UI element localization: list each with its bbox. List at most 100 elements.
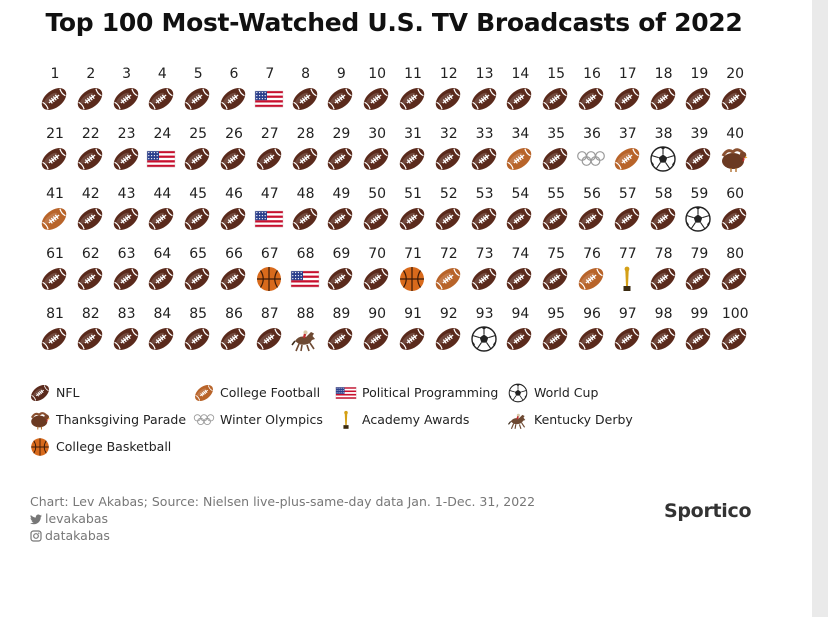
instagram-handle-row[interactable]: datakabas [30, 528, 535, 545]
rank-number: 55 [547, 186, 566, 202]
rank-cell: 74 [502, 246, 538, 302]
rank-number: 25 [189, 126, 208, 142]
rank-cell: 25 [180, 126, 216, 182]
college-football-icon [39, 204, 69, 234]
footer: Chart: Lev Akabas; Source: Nielsen live-… [30, 494, 535, 545]
rank-cell: 35 [538, 126, 574, 182]
nfl-football-icon [397, 324, 427, 354]
rank-cell: 61 [37, 246, 73, 302]
rank-number: 68 [296, 246, 315, 262]
us-flag-icon [254, 204, 284, 234]
nfl-football-icon [397, 204, 427, 234]
nfl-football-icon [111, 324, 141, 354]
rank-cell: 59 [681, 186, 717, 242]
rank-cell: 41 [37, 186, 73, 242]
nfl-football-icon [361, 204, 391, 234]
rank-number: 8 [301, 66, 311, 82]
nfl-football-icon [182, 204, 212, 234]
nfl-football-icon [469, 144, 499, 174]
rank-cell: 40 [717, 126, 753, 182]
nfl-football-icon [683, 144, 713, 174]
rank-number: 91 [404, 306, 422, 322]
legend-item-cfb: College Football [192, 382, 352, 404]
rank-cell: 87 [252, 306, 288, 362]
nfl-football-icon [612, 324, 642, 354]
rank-number: 90 [368, 306, 387, 322]
rank-cell: 77 [610, 246, 646, 302]
nfl-football-icon [469, 84, 499, 114]
rank-number: 56 [583, 186, 601, 202]
rank-number: 20 [726, 66, 745, 82]
legend-item-cbb: College Basketball [28, 436, 188, 458]
rank-cell: 78 [646, 246, 682, 302]
rank-cell: 75 [538, 246, 574, 302]
rank-number: 81 [46, 306, 64, 322]
rank-number: 88 [296, 306, 315, 322]
rank-cell: 5 [180, 66, 216, 122]
rank-number: 73 [475, 246, 494, 262]
nfl-football-icon [75, 84, 105, 114]
nfl-football-icon [111, 144, 141, 174]
rank-number: 17 [618, 66, 637, 82]
nfl-football-icon [648, 264, 678, 294]
rank-cell: 11 [395, 66, 431, 122]
rank-cell: 34 [502, 126, 538, 182]
instagram-icon [30, 530, 42, 542]
rank-cell: 55 [538, 186, 574, 242]
nfl-football-icon [612, 204, 642, 234]
rank-number: 1 [50, 66, 60, 82]
nfl-football-icon [576, 204, 606, 234]
rank-cell: 6 [216, 66, 252, 122]
rank-cell: 27 [252, 126, 288, 182]
rank-cell: 42 [73, 186, 109, 242]
nfl-football-icon [576, 84, 606, 114]
nfl-football-icon [683, 264, 713, 294]
nfl-football-icon [361, 84, 391, 114]
nfl-football-icon [75, 204, 105, 234]
rank-cell: 36 [574, 126, 610, 182]
rank-cell: 80 [717, 246, 753, 302]
rank-cell: 83 [109, 306, 145, 362]
rank-cell: 60 [717, 186, 753, 242]
us-flag-icon [146, 144, 176, 174]
rank-number: 69 [332, 246, 351, 262]
turkey-icon [719, 144, 749, 174]
rank-number: 9 [336, 66, 346, 82]
rank-cell: 95 [538, 306, 574, 362]
trophy-icon [612, 264, 642, 294]
rank-cell: 57 [610, 186, 646, 242]
nfl-football-icon [218, 144, 248, 174]
college-football-icon [504, 144, 534, 174]
rank-number: 22 [81, 126, 100, 142]
rank-cell: 52 [431, 186, 467, 242]
nfl-football-icon [75, 144, 105, 174]
nfl-football-icon [361, 324, 391, 354]
rank-number: 62 [81, 246, 100, 262]
rank-cell: 68 [288, 246, 324, 302]
nfl-football-icon [433, 84, 463, 114]
rank-number: 59 [690, 186, 709, 202]
page-gutter [812, 0, 828, 617]
rank-cell: 28 [288, 126, 324, 182]
nfl-football-icon [325, 84, 355, 114]
rank-number: 89 [332, 306, 351, 322]
nfl-football-icon [648, 84, 678, 114]
soccer-ball-icon [683, 204, 713, 234]
rank-number: 87 [260, 306, 279, 322]
nfl-football-icon [146, 324, 176, 354]
rank-number: 36 [583, 126, 601, 142]
rank-cell: 85 [180, 306, 216, 362]
us-flag-icon [290, 264, 320, 294]
twitter-handle-row[interactable]: levakabas [30, 511, 535, 528]
rank-number: 67 [260, 246, 279, 262]
nfl-football-icon [182, 84, 212, 114]
rank-number: 5 [193, 66, 203, 82]
rank-number: 28 [296, 126, 315, 142]
rank-cell: 14 [502, 66, 538, 122]
rank-number: 63 [117, 246, 136, 262]
rank-cell: 76 [574, 246, 610, 302]
legend-item-derby: Kentucky Derby [506, 409, 666, 431]
rank-cell: 100 [717, 306, 753, 362]
legend-label: Academy Awards [362, 412, 470, 427]
rank-cell: 23 [109, 126, 145, 182]
